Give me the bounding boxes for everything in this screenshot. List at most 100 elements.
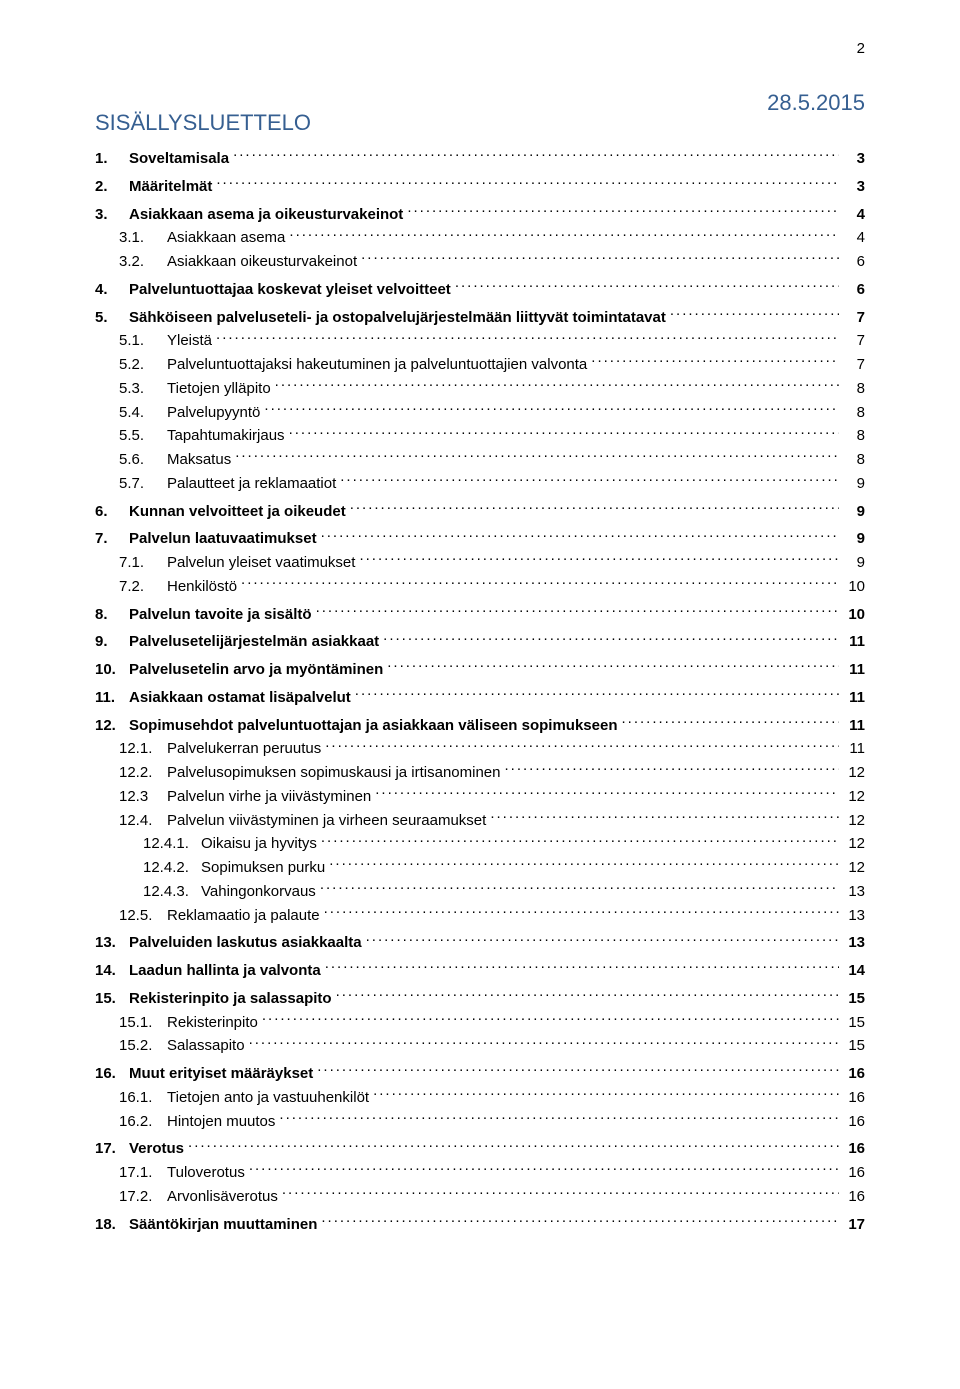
toc-dot-leader xyxy=(387,659,839,674)
toc-dot-leader xyxy=(249,1035,839,1050)
toc-entry[interactable]: 12.1.Palvelukerran peruutus11 xyxy=(95,738,865,760)
toc-entry[interactable]: 5.6.Maksatus8 xyxy=(95,449,865,471)
toc-entry[interactable]: 17.1.Tuloverotus16 xyxy=(95,1162,865,1184)
toc-entry[interactable]: 12.4.Palvelun viivästyminen ja virheen s… xyxy=(95,810,865,832)
toc-entry[interactable]: 12.3Palvelun virhe ja viivästyminen12 xyxy=(95,786,865,808)
toc-entry-label: Määritelmät xyxy=(129,176,212,198)
toc-entry[interactable]: 5.2.Palveluntuottajaksi hakeutuminen ja … xyxy=(95,354,865,376)
toc-entry-page: 8 xyxy=(843,449,865,471)
toc-entry-number: 5.2. xyxy=(119,354,167,376)
toc-entry[interactable]: 12.4.2.Sopimuksen purku12 xyxy=(95,857,865,879)
toc-dot-leader xyxy=(329,857,839,872)
toc-entry-page: 4 xyxy=(843,227,865,249)
toc-entry-number: 5.4. xyxy=(119,402,167,424)
toc-entry[interactable]: 14.Laadun hallinta ja valvonta14 xyxy=(95,960,865,982)
toc-entry-number: 15.1. xyxy=(119,1012,167,1034)
toc-dot-leader xyxy=(455,279,839,294)
toc-entry[interactable]: 7.1.Palvelun yleiset vaatimukset9 xyxy=(95,552,865,574)
toc-entry[interactable]: 12.Sopimusehdot palveluntuottajan ja asi… xyxy=(95,715,865,737)
toc-dot-leader xyxy=(366,932,839,947)
toc-dot-leader xyxy=(340,473,839,488)
toc-entry-number: 16.1. xyxy=(119,1087,167,1109)
toc-entry[interactable]: 16.1.Tietojen anto ja vastuuhenkilöt16 xyxy=(95,1087,865,1109)
toc-entry[interactable]: 3.2.Asiakkaan oikeusturvakeinot6 xyxy=(95,251,865,273)
toc-entry-label: Asiakkaan asema ja oikeusturvakeinot xyxy=(129,204,403,226)
toc-entry-label: Oikaisu ja hyvitys xyxy=(201,833,317,855)
toc-entry[interactable]: 9.Palvelusetelijärjestelmän asiakkaat11 xyxy=(95,631,865,653)
toc-entry-label: Maksatus xyxy=(167,449,231,471)
toc-entry-label: Verotus xyxy=(129,1138,184,1160)
toc-entry[interactable]: 3.1.Asiakkaan asema4 xyxy=(95,227,865,249)
toc-entry[interactable]: 12.2.Palvelusopimuksen sopimuskausi ja i… xyxy=(95,762,865,784)
toc-entry[interactable]: 2.Määritelmät3 xyxy=(95,176,865,198)
toc-entry-page: 9 xyxy=(843,552,865,574)
toc-entry-number: 15. xyxy=(95,988,129,1010)
toc-entry[interactable]: 15.Rekisterinpito ja salassapito15 xyxy=(95,988,865,1010)
toc-dot-leader xyxy=(622,715,840,730)
toc-dot-leader xyxy=(670,307,839,322)
toc-entry-number: 9. xyxy=(95,631,129,653)
toc-dot-leader xyxy=(249,1162,839,1177)
toc-entry-label: Palvelun virhe ja viivästyminen xyxy=(167,786,371,808)
toc-entry[interactable]: 10.Palvelusetelin arvo ja myöntäminen11 xyxy=(95,659,865,681)
toc-entry-label: Sopimuksen purku xyxy=(201,857,325,879)
toc-entry[interactable]: 15.1.Rekisterinpito15 xyxy=(95,1012,865,1034)
toc-entry-label: Hintojen muutos xyxy=(167,1111,275,1133)
toc-entry[interactable]: 3.Asiakkaan asema ja oikeusturvakeinot4 xyxy=(95,204,865,226)
toc-entry-label: Tapahtumakirjaus xyxy=(167,425,285,447)
toc-dot-leader xyxy=(320,881,839,896)
toc-entry-label: Palveluiden laskutus asiakkaalta xyxy=(129,932,362,954)
document-page: 2 28.5.2015 SISÄLLYSLUETTELO 1.Soveltami… xyxy=(0,0,960,1389)
toc-entry-number: 12.4.3. xyxy=(143,881,201,903)
toc-entry-number: 17.1. xyxy=(119,1162,167,1184)
toc-entry[interactable]: 6.Kunnan velvoitteet ja oikeudet9 xyxy=(95,501,865,523)
toc-entry[interactable]: 11.Asiakkaan ostamat lisäpalvelut11 xyxy=(95,687,865,709)
toc-entry-number: 6. xyxy=(95,501,129,523)
toc-dot-leader xyxy=(321,833,839,848)
toc-entry[interactable]: 4.Palveluntuottajaa koskevat yleiset vel… xyxy=(95,279,865,301)
toc-entry[interactable]: 5.3.Tietojen ylläpito8 xyxy=(95,378,865,400)
toc-entry-page: 6 xyxy=(843,279,865,301)
toc-entry[interactable]: 17.Verotus16 xyxy=(95,1138,865,1160)
toc-entry-number: 1. xyxy=(95,148,129,170)
toc-entry-number: 10. xyxy=(95,659,129,681)
toc-entry[interactable]: 7.Palvelun laatuvaatimukset 9 xyxy=(95,528,865,550)
toc-entry[interactable]: 5.7.Palautteet ja reklamaatiot9 xyxy=(95,473,865,495)
toc-entry[interactable]: 13.Palveluiden laskutus asiakkaalta13 xyxy=(95,932,865,954)
toc-entry[interactable]: 8.Palvelun tavoite ja sisältö10 xyxy=(95,604,865,626)
toc-dot-leader xyxy=(282,1186,839,1201)
toc-entry-label: Reklamaatio ja palaute xyxy=(167,905,320,927)
toc-entry-page: 11 xyxy=(843,687,865,709)
toc-entry[interactable]: 16.Muut erityiset määräykset16 xyxy=(95,1063,865,1085)
toc-entry[interactable]: 16.2.Hintojen muutos16 xyxy=(95,1111,865,1133)
toc-entry-page: 9 xyxy=(843,528,865,550)
toc-entry[interactable]: 12.5.Reklamaatio ja palaute13 xyxy=(95,905,865,927)
toc-entry[interactable]: 12.4.1.Oikaisu ja hyvitys12 xyxy=(95,833,865,855)
toc-entry-number: 7.1. xyxy=(119,552,167,574)
toc-entry[interactable]: 1.Soveltamisala3 xyxy=(95,148,865,170)
toc-dot-leader xyxy=(275,378,839,393)
toc-entry[interactable]: 5.Sähköiseen palveluseteli- ja ostopalve… xyxy=(95,307,865,329)
toc-entry-number: 2. xyxy=(95,176,129,198)
toc-dot-leader xyxy=(359,552,839,567)
toc-entry[interactable]: 12.4.3.Vahingonkorvaus13 xyxy=(95,881,865,903)
toc-entry-label: Salassapito xyxy=(167,1035,245,1057)
toc-entry[interactable]: 5.5.Tapahtumakirjaus8 xyxy=(95,425,865,447)
toc-dot-leader xyxy=(188,1138,839,1153)
toc-entry[interactable]: 15.2.Salassapito15 xyxy=(95,1035,865,1057)
toc-dot-leader xyxy=(317,1063,839,1078)
toc-entry-page: 17 xyxy=(843,1214,865,1236)
toc-entry-label: Palvelun laatuvaatimukset xyxy=(129,528,317,550)
toc-entry[interactable]: 18.Sääntökirjan muuttaminen17 xyxy=(95,1214,865,1236)
toc-entry-number: 5.3. xyxy=(119,378,167,400)
toc-dot-leader xyxy=(350,501,839,516)
toc-entry-number: 12.2. xyxy=(119,762,167,784)
toc-entry-number: 12.4. xyxy=(119,810,167,832)
toc-entry[interactable]: 17.2.Arvonlisäverotus16 xyxy=(95,1186,865,1208)
toc-entry[interactable]: 5.1.Yleistä7 xyxy=(95,330,865,352)
toc-entry-number: 12. xyxy=(95,715,129,737)
toc-entry[interactable]: 5.4.Palvelupyyntö8 xyxy=(95,402,865,424)
toc-entry-number: 7. xyxy=(95,528,129,550)
toc-entry[interactable]: 7.2.Henkilöstö10 xyxy=(95,576,865,598)
toc-entry-number: 12.1. xyxy=(119,738,167,760)
